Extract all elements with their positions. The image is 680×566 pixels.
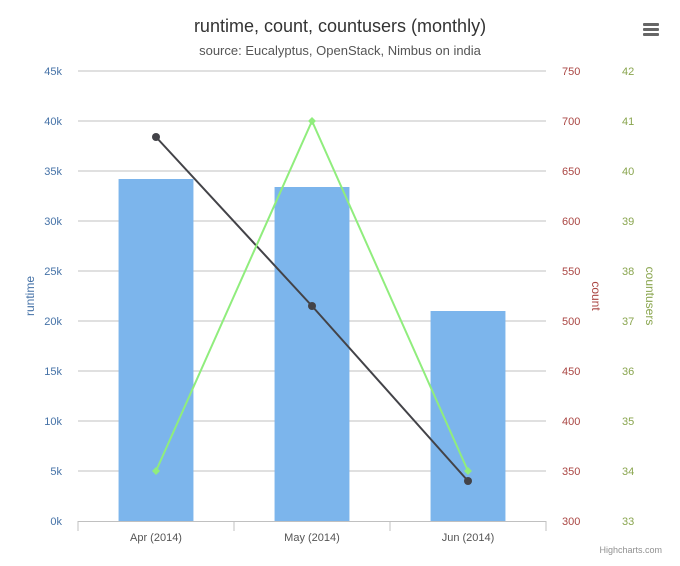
chart-title: runtime, count, countusers (monthly) — [194, 16, 486, 36]
countusers-tick-label: 39 — [622, 216, 634, 228]
credits-link[interactable]: Highcharts.com — [599, 545, 662, 555]
runtime-tick-label: 45k — [44, 66, 62, 78]
count-axis-title: count — [589, 281, 603, 311]
countusers-axis-title: countusers — [643, 267, 657, 326]
count-tick-label: 550 — [562, 266, 580, 278]
count-tick-label: 450 — [562, 366, 580, 378]
menu-bar-top — [643, 23, 659, 26]
menu-bar-bottom — [643, 33, 659, 36]
runtime-tick-label: 10k — [44, 416, 62, 428]
runtime-tick-label: 20k — [44, 316, 62, 328]
countusers-tick-label: 38 — [622, 266, 634, 278]
countusers-point — [464, 467, 472, 475]
runtime-tick-label: 25k — [44, 266, 62, 278]
count-point — [464, 477, 472, 485]
x-tick-label: May (2014) — [284, 532, 340, 544]
menu-bar-middle — [643, 28, 659, 31]
count-tick-label: 750 — [562, 66, 580, 78]
count-point — [308, 302, 316, 310]
countusers-tick-label: 41 — [622, 116, 634, 128]
x-tick-label: Jun (2014) — [442, 532, 495, 544]
countusers-tick-label: 42 — [622, 66, 634, 78]
count-tick-label: 400 — [562, 416, 580, 428]
count-tick-label: 650 — [562, 166, 580, 178]
runtime-axis-title: runtime — [23, 276, 37, 316]
runtime-tick-label: 30k — [44, 216, 62, 228]
runtime-tick-label: 5k — [50, 466, 62, 478]
count-tick-label: 600 — [562, 216, 580, 228]
count-tick-label: 350 — [562, 466, 580, 478]
countusers-point — [308, 117, 316, 125]
line-series — [152, 117, 472, 485]
menu-button[interactable] — [636, 16, 666, 42]
runtime-bar — [430, 311, 506, 521]
x-tick-label: Apr (2014) — [130, 532, 182, 544]
countusers-tick-label: 35 — [622, 416, 634, 428]
countusers-tick-label: 40 — [622, 166, 634, 178]
chart-subtitle: source: Eucalyptus, OpenStack, Nimbus on… — [199, 43, 482, 58]
runtime-tick-label: 35k — [44, 166, 62, 178]
runtime-bar — [118, 179, 194, 521]
runtime-bars — [118, 179, 506, 521]
countusers-tick-label: 36 — [622, 366, 634, 378]
countusers-tick-label: 34 — [622, 466, 634, 478]
countusers-tick-label: 33 — [622, 516, 634, 528]
count-tick-label: 700 — [562, 116, 580, 128]
runtime-bar — [274, 187, 350, 521]
runtime-tick-label: 40k — [44, 116, 62, 128]
runtime-tick-label: 15k — [44, 366, 62, 378]
countusers-tick-label: 37 — [622, 316, 634, 328]
count-tick-label: 300 — [562, 516, 580, 528]
count-point — [152, 133, 160, 141]
countusers-point — [152, 467, 160, 475]
hamburger-menu-icon[interactable] — [643, 23, 659, 36]
runtime-tick-label: 0k — [50, 516, 62, 528]
axes: Apr (2014) May (2014) Jun (2014) 0k 5k 10k 15k… — [44, 66, 634, 544]
count-tick-label: 500 — [562, 316, 580, 328]
